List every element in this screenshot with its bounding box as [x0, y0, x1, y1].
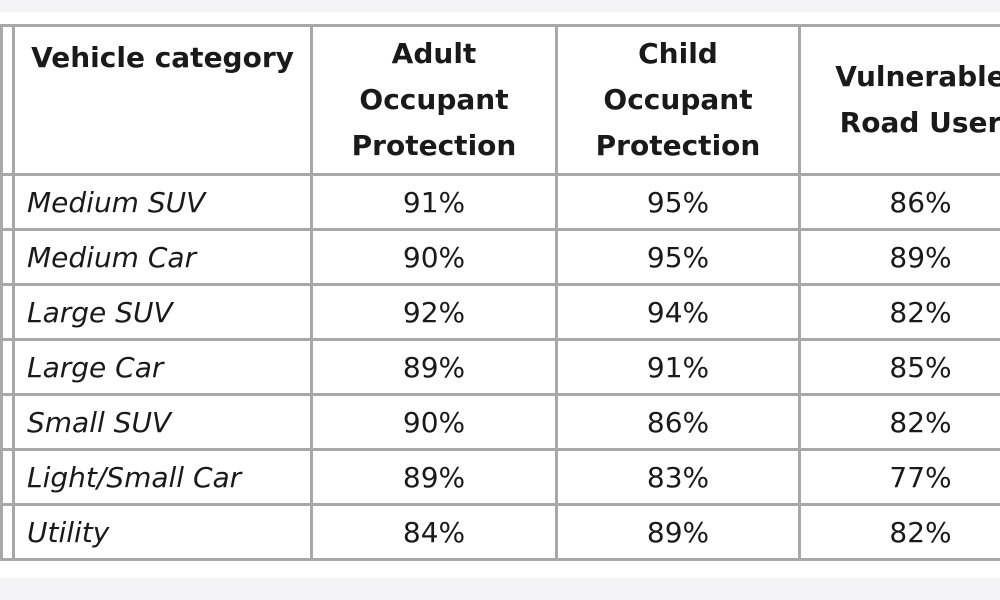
score-cell: 95%	[555, 228, 801, 286]
table: Vehicle category Adult Occupant Protectio…	[0, 24, 1000, 561]
stub-cell	[0, 393, 15, 451]
category-cell: Large Car	[12, 338, 313, 396]
sheet: Vehicle category Adult Occupant Protectio…	[0, 12, 1000, 578]
score-cell: 83%	[555, 448, 801, 506]
score-cell: 82%	[798, 503, 1000, 561]
score-cell: 89%	[798, 228, 1000, 286]
table-row: Light/Small Car 89% 83% 77%	[0, 448, 1000, 506]
header-cell: Child Occupant Protection	[555, 24, 801, 176]
score-cell: 89%	[310, 448, 558, 506]
score-cell: 84%	[310, 503, 558, 561]
stub-cell	[0, 228, 15, 286]
score-cell: 82%	[798, 393, 1000, 451]
score-cell: 85%	[798, 338, 1000, 396]
table-row: Large Car 89% 91% 85%	[0, 338, 1000, 396]
score-cell: 95%	[555, 173, 801, 231]
score-cell: 77%	[798, 448, 1000, 506]
category-cell: Light/Small Car	[12, 448, 313, 506]
header-cell: Adult Occupant Protection	[310, 24, 558, 176]
score-cell: 90%	[310, 393, 558, 451]
table-row: Small SUV 90% 86% 82%	[0, 393, 1000, 451]
score-cell: 91%	[310, 173, 558, 231]
category-cell: Utility	[12, 503, 313, 561]
score-cell: 82%	[798, 283, 1000, 341]
score-cell: 89%	[555, 503, 801, 561]
table-row: Medium Car 90% 95% 89%	[0, 228, 1000, 286]
stub-cell	[0, 24, 15, 176]
score-cell: 89%	[310, 338, 558, 396]
score-cell: 94%	[555, 283, 801, 341]
category-cell: Large SUV	[12, 283, 313, 341]
category-cell: Medium SUV	[12, 173, 313, 231]
table-row: Utility 84% 89% 82%	[0, 503, 1000, 561]
score-cell: 92%	[310, 283, 558, 341]
score-cell: 86%	[798, 173, 1000, 231]
stub-cell	[0, 503, 15, 561]
table-row: Medium SUV 91% 95% 86%	[0, 173, 1000, 231]
header-cell: Vulnerable Road User	[798, 24, 1000, 176]
stub-cell	[0, 173, 15, 231]
category-cell: Medium Car	[12, 228, 313, 286]
table-row: Large SUV 92% 94% 82%	[0, 283, 1000, 341]
score-cell: 86%	[555, 393, 801, 451]
score-cell: 91%	[555, 338, 801, 396]
score-cell: 90%	[310, 228, 558, 286]
header-row: Vehicle category Adult Occupant Protectio…	[0, 24, 1000, 176]
header-cell: Vehicle category	[12, 24, 313, 176]
stub-cell	[0, 283, 15, 341]
category-cell: Small SUV	[12, 393, 313, 451]
stub-cell	[0, 448, 15, 506]
stub-cell	[0, 338, 15, 396]
